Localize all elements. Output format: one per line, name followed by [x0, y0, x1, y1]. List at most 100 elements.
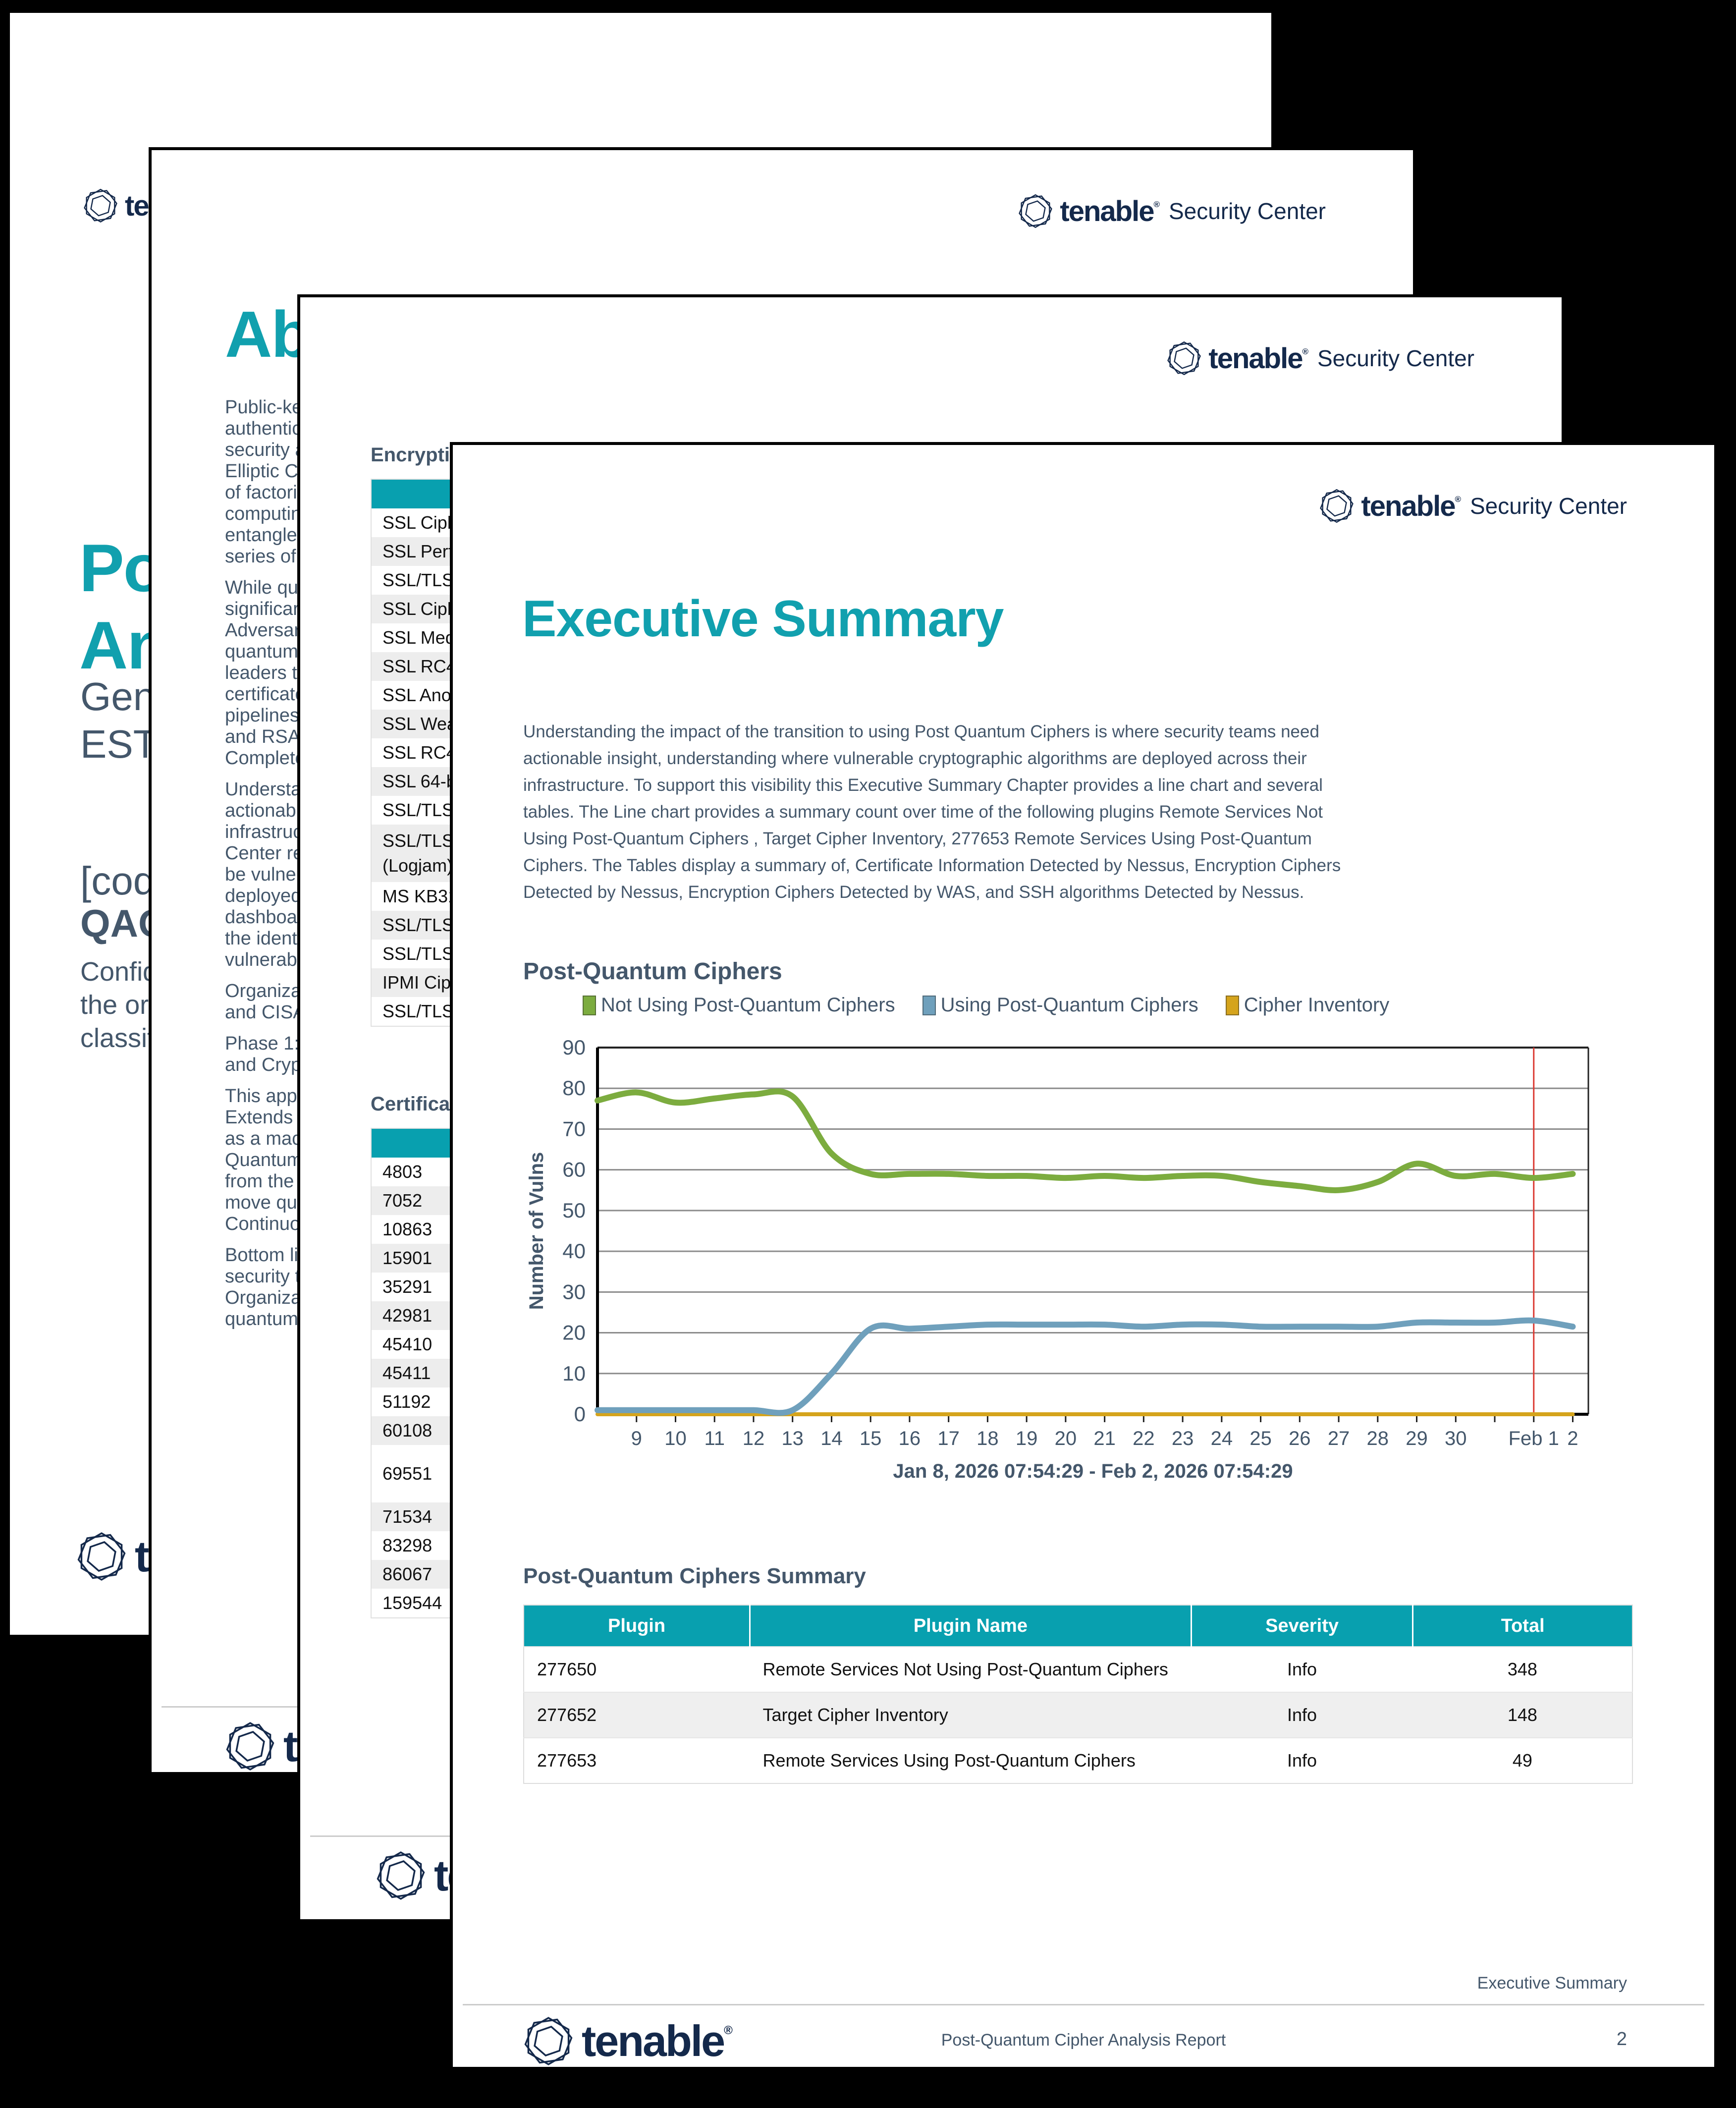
line-chart: 0 10 20 30 40 50 60 70 80 90 Number of Vulns 9 10 11 1… — [523, 1019, 1603, 1497]
svg-text:30: 30 — [1445, 1428, 1467, 1449]
svg-text:2: 2 — [1567, 1428, 1578, 1449]
text-line: quantum — [225, 641, 298, 662]
plugin-id-cell: 277652 — [524, 1692, 750, 1738]
text-line: Complete — [225, 748, 306, 769]
footer-divider — [463, 2004, 1704, 2005]
svg-text:24: 24 — [1211, 1428, 1233, 1449]
legend-swatch-icon — [583, 995, 596, 1015]
tenable-hexagon-icon — [84, 188, 117, 223]
text-line: move qui — [225, 1192, 302, 1213]
svg-text:90: 90 — [562, 1036, 586, 1059]
footer-report-title: Post-Quantum Cipher Analysis Report — [941, 2031, 1226, 2050]
svg-text:18: 18 — [976, 1428, 999, 1449]
svg-text:14: 14 — [820, 1428, 843, 1449]
tenable-logo: tenable® Security Center — [1318, 488, 1627, 524]
text-line: authentic — [225, 418, 302, 439]
table-row: 159544 — [382, 1593, 442, 1613]
text-line: be vulner — [225, 864, 303, 885]
total-cell: 148 — [1412, 1692, 1632, 1738]
svg-text:23: 23 — [1172, 1428, 1194, 1449]
text-line: and Cryp — [225, 1054, 302, 1075]
text-line: Public-ke — [225, 397, 303, 418]
tenable-wordmark: tenable® — [1361, 490, 1461, 522]
about-paragraph: Phase 1: and Cryp — [225, 1033, 306, 1076]
summary-table-heading: Post-Quantum Ciphers Summary — [523, 1564, 866, 1588]
svg-text:15: 15 — [860, 1428, 882, 1449]
about-paragraph: This app Extends as a mac Quantum from the mo… — [225, 1086, 306, 1235]
text-line: the identi — [225, 928, 302, 949]
total-cell: 49 — [1412, 1737, 1632, 1783]
plugin-name-cell: Remote Services Using Post-Quantum Ciphe… — [750, 1737, 1192, 1783]
text-line: series of — [225, 546, 296, 567]
text-line: computin — [225, 503, 302, 524]
text-line: Quantum — [225, 1150, 303, 1170]
table-row: 4803 — [382, 1162, 423, 1182]
table-row: SSL/TLS — [382, 570, 454, 590]
svg-text:29: 29 — [1406, 1428, 1428, 1449]
table-row: 51192 — [382, 1391, 431, 1412]
text-line: dashboar — [225, 907, 304, 928]
severity-cell: Info — [1191, 1646, 1413, 1692]
text-line: quantum — [225, 1309, 298, 1330]
text-line: This app — [225, 1086, 297, 1107]
tenable-logo: tenable® — [522, 2015, 733, 2067]
svg-text:10: 10 — [562, 1362, 586, 1385]
text-line: significar — [225, 599, 299, 619]
tenable-logo: tenable® Security Center — [1166, 340, 1474, 377]
table-row: SSL/TLS — [382, 1001, 454, 1021]
svg-text:20: 20 — [1055, 1428, 1077, 1449]
svg-text:22: 22 — [1133, 1428, 1155, 1449]
column-header: Plugin Name — [749, 1605, 1192, 1647]
severity-cell: Info — [1191, 1692, 1413, 1738]
tenable-hexagon-icon — [1019, 194, 1053, 228]
text-line: security t — [225, 1266, 301, 1287]
svg-text:17: 17 — [937, 1428, 960, 1449]
table-row: SSL/TLS — [382, 943, 454, 964]
text-line: Understa — [225, 779, 302, 800]
text-line: security a — [225, 440, 306, 460]
chart-heading: Post-Quantum Ciphers — [523, 958, 782, 985]
legend-label: Cipher Inventory — [1244, 994, 1390, 1016]
table-row: 277652 Target Cipher Inventory Info 148 — [524, 1692, 1632, 1738]
plugin-name-cell: Remote Services Not Using Post-Quantum C… — [750, 1646, 1192, 1692]
text-line: actionabl — [225, 800, 301, 821]
text-line: Bottom li — [225, 1245, 298, 1266]
table-row: 69551 — [382, 1463, 433, 1484]
svg-text:28: 28 — [1367, 1428, 1389, 1449]
executive-summary-paragraph: Understanding the impact of the transiti… — [523, 719, 1341, 906]
svg-text:26: 26 — [1289, 1428, 1311, 1449]
svg-text:10: 10 — [664, 1428, 687, 1449]
plugin-id-cell: 277653 — [524, 1737, 750, 1783]
about-paragraph: While qu significar Adversar quantum leaders… — [225, 577, 306, 769]
svg-text:Number of Vulns: Number of Vulns — [526, 1152, 547, 1310]
svg-text:30: 30 — [562, 1280, 586, 1303]
svg-text:80: 80 — [562, 1076, 586, 1100]
tenable-hexagon-icon — [524, 2017, 573, 2065]
svg-text:50: 50 — [562, 1199, 586, 1222]
legend-swatch-icon — [1225, 995, 1239, 1015]
text-line: Extends — [225, 1107, 293, 1128]
text-line: Understanding the impact of the transiti… — [523, 722, 1319, 741]
total-cell: 348 — [1412, 1646, 1632, 1692]
tenable-logo: tenable® Security Center — [1017, 193, 1326, 229]
text-line: Organiza — [225, 1287, 302, 1308]
post-quantum-ciphers-chart: Not Using Post-Quantum Ciphers Using Post… — [523, 986, 1603, 1501]
table-row: SSL Ano — [382, 685, 451, 705]
plugin-id-cell: 277650 — [524, 1646, 750, 1692]
tenable-hexagon-icon — [226, 1722, 274, 1771]
legend-label: Not Using Post-Quantum Ciphers — [601, 994, 895, 1016]
text-line: actionable insight, understanding where … — [523, 749, 1307, 768]
text-line: as a mac — [225, 1128, 302, 1149]
footer-section-label: Executive Summary — [1477, 1974, 1627, 1993]
svg-text:0: 0 — [574, 1402, 586, 1426]
text-line: from the — [225, 1171, 294, 1192]
about-paragraph: Understa actionabl infrastruc Center re be v… — [225, 779, 306, 971]
summary-table: Plugin Plugin Name Severity Total 277650 Rem… — [523, 1605, 1633, 1784]
legend-label: Using Post-Quantum Ciphers — [940, 994, 1198, 1016]
text-line: infrastruc — [225, 822, 303, 842]
tenable-wordmark: tenable® — [1060, 195, 1160, 227]
svg-text:Jan 8, 2026 07:54:29 - Feb 2,: Jan 8, 2026 07:54:29 - Feb 2, 2026 07:54… — [893, 1460, 1293, 1482]
svg-text:16: 16 — [899, 1428, 921, 1449]
